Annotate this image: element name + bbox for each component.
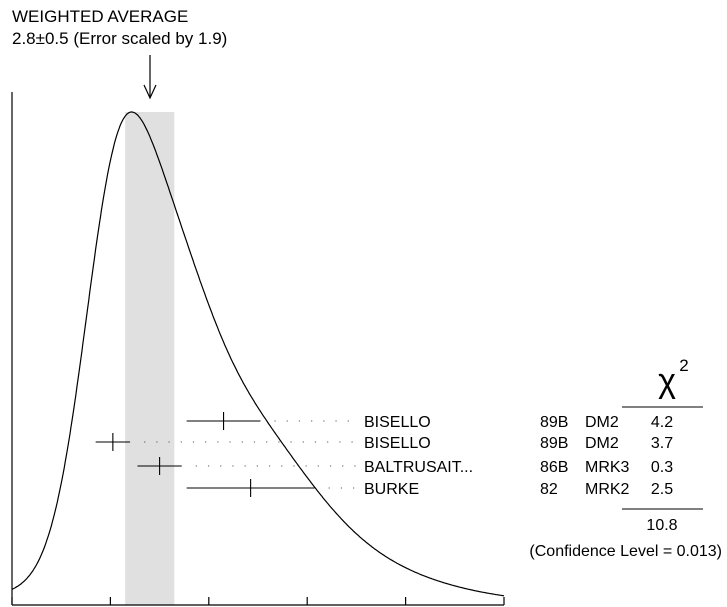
author-label: BURKE <box>364 481 419 498</box>
year-label: 89B <box>540 435 568 452</box>
chi2-symbol: χ <box>658 362 676 400</box>
experiment-label: MRK2 <box>585 481 630 498</box>
measurement-row: BISELLO 89B DM2 3.7 <box>95 433 673 452</box>
measurement-row: BALTRUSAIT... 86B MRK3 0.3 <box>137 457 673 476</box>
experiment-label: MRK3 <box>585 459 630 476</box>
x-axis-ticks: 0246810 <box>11 597 505 605</box>
chi2-header: χ 2 <box>658 356 689 400</box>
header-line-1: WEIGHTED AVERAGE <box>12 7 188 26</box>
measurement-row: BISELLO 89B DM2 4.2 <box>186 412 673 431</box>
confidence-level: (Confidence Level = 0.013) <box>529 543 722 560</box>
author-label: BISELLO <box>364 435 431 452</box>
measurement-rows: BISELLO 89B DM2 4.2 BISELLO 89B DM2 3.7 BALTRUSA… <box>95 412 673 498</box>
year-label: 82 <box>540 481 558 498</box>
chi2-value: 0.3 <box>651 459 673 476</box>
author-label: BALTRUSAIT... <box>364 459 473 476</box>
measurement-row: BURKE 82 MRK2 2.5 <box>186 479 673 498</box>
chi2-total: 10.8 <box>646 517 677 534</box>
experiment-label: DM2 <box>585 414 619 431</box>
ideogram-curve <box>11 111 505 597</box>
experiment-label: DM2 <box>585 435 619 452</box>
year-label: 86B <box>540 459 568 476</box>
header-line-2: 2.8±0.5 (Error scaled by 1.9) <box>12 29 227 48</box>
author-label: BISELLO <box>364 414 431 431</box>
chi2-value: 2.5 <box>651 481 673 498</box>
year-label: 89B <box>540 414 568 431</box>
chi2-value: 4.2 <box>651 414 673 431</box>
weighted-average-band <box>125 112 175 605</box>
plot-axes <box>11 92 504 606</box>
average-arrow <box>143 55 157 100</box>
chi2-exponent: 2 <box>679 356 688 375</box>
chi2-value: 3.7 <box>651 435 673 452</box>
